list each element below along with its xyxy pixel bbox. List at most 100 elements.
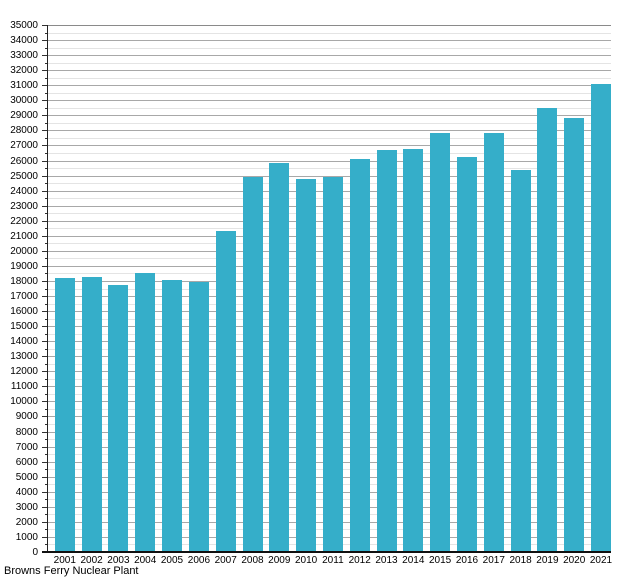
y-major-tick: [42, 55, 48, 56]
y-minor-tick: [45, 138, 48, 139]
y-minor-tick: [45, 469, 48, 470]
y-major-tick: [42, 462, 48, 463]
y-minor-tick: [45, 243, 48, 244]
major-gridline: [48, 145, 611, 146]
y-tick-label: 15000: [10, 321, 38, 332]
y-major-tick: [42, 176, 48, 177]
y-tick-label: 2000: [15, 517, 38, 528]
bar-2007: [215, 231, 236, 552]
major-gridline: [48, 70, 611, 71]
y-minor-tick: [45, 93, 48, 94]
x-tick-label: 2001: [53, 555, 76, 566]
minor-gridline: [48, 108, 611, 109]
y-major-tick: [42, 432, 48, 433]
y-minor-tick: [45, 439, 48, 440]
y-tick-label: 14000: [10, 336, 38, 347]
y-tick-label: 21000: [10, 231, 38, 242]
y-minor-tick: [45, 454, 48, 455]
y-tick-label: 31000: [10, 80, 38, 91]
y-minor-tick: [45, 304, 48, 305]
minor-gridline: [48, 63, 611, 64]
y-major-tick: [42, 281, 48, 282]
y-major-tick: [42, 492, 48, 493]
bar-2011: [322, 177, 343, 552]
y-axis-line: [47, 25, 48, 553]
minor-gridline: [48, 48, 611, 49]
bar-2021: [591, 83, 611, 552]
y-minor-tick: [45, 33, 48, 34]
x-tick-label: 2007: [214, 555, 237, 566]
y-tick-label: 12000: [10, 366, 38, 377]
major-gridline: [48, 115, 611, 116]
y-tick-label: 32000: [10, 65, 38, 76]
x-tick-label: 2018: [509, 555, 532, 566]
x-tick-label: 2016: [455, 555, 479, 566]
x-tick-label: 2012: [348, 555, 371, 566]
y-minor-tick: [45, 319, 48, 320]
y-tick-label: 28000: [10, 125, 38, 136]
y-tick-label: 33000: [10, 50, 38, 61]
bar-2002: [81, 277, 102, 552]
y-tick-label: 27000: [10, 140, 38, 151]
x-tick-label: 2014: [402, 555, 425, 566]
y-major-tick: [42, 266, 48, 267]
x-axis-line: [42, 551, 611, 553]
x-tick-label: 2015: [428, 555, 452, 566]
y-tick-label: 6000: [15, 457, 38, 468]
y-major-tick: [42, 416, 48, 417]
major-gridline: [48, 161, 611, 162]
x-tick-label: 2008: [241, 555, 264, 566]
y-minor-tick: [45, 409, 48, 410]
y-minor-tick: [45, 499, 48, 500]
y-minor-tick: [45, 544, 48, 545]
y-tick-label: 4000: [15, 487, 38, 498]
y-tick-label: 30000: [10, 95, 38, 106]
y-minor-tick: [45, 424, 48, 425]
y-minor-tick: [45, 168, 48, 169]
y-tick-label: 5000: [15, 472, 38, 483]
bar-2004: [135, 272, 156, 552]
bar-2015: [430, 133, 451, 552]
y-tick-label: 0: [32, 547, 38, 558]
y-minor-tick: [45, 258, 48, 259]
y-major-tick: [42, 356, 48, 357]
y-minor-tick: [45, 213, 48, 214]
bar-2018: [510, 169, 531, 552]
x-tick-label: 2004: [134, 555, 157, 566]
y-tick-label: 29000: [10, 110, 38, 121]
y-major-tick: [42, 507, 48, 508]
y-tick-label: 22000: [10, 216, 38, 227]
y-minor-tick: [45, 228, 48, 229]
y-tick-label: 7000: [15, 442, 38, 453]
y-major-tick: [42, 145, 48, 146]
y-tick-label: 17000: [10, 291, 38, 302]
x-tick-label: 2017: [482, 555, 505, 566]
y-minor-tick: [45, 273, 48, 274]
chart-caption: Browns Ferry Nuclear Plant: [4, 565, 139, 577]
y-major-tick: [42, 341, 48, 342]
y-minor-tick: [45, 63, 48, 64]
y-major-tick: [42, 447, 48, 448]
y-tick-label: 20000: [10, 246, 38, 257]
y-minor-tick: [45, 334, 48, 335]
x-tick-label: 2003: [107, 555, 130, 566]
y-major-tick: [42, 161, 48, 162]
y-major-tick: [42, 115, 48, 116]
bar-2001: [54, 278, 75, 552]
y-major-tick: [42, 25, 48, 26]
y-minor-tick: [45, 78, 48, 79]
minor-gridline: [48, 168, 611, 169]
y-major-tick: [42, 221, 48, 222]
x-tick-label: 2019: [536, 555, 559, 566]
y-minor-tick: [45, 183, 48, 184]
bar-2009: [269, 162, 290, 552]
y-tick-label: 25000: [10, 171, 38, 182]
minor-gridline: [48, 33, 611, 34]
y-major-tick: [42, 522, 48, 523]
x-tick-label: 2005: [160, 555, 184, 566]
y-tick-label: 24000: [10, 186, 38, 197]
y-minor-tick: [45, 529, 48, 530]
y-tick-label: 23000: [10, 201, 38, 212]
y-minor-tick: [45, 514, 48, 515]
plot-area: [48, 25, 611, 553]
